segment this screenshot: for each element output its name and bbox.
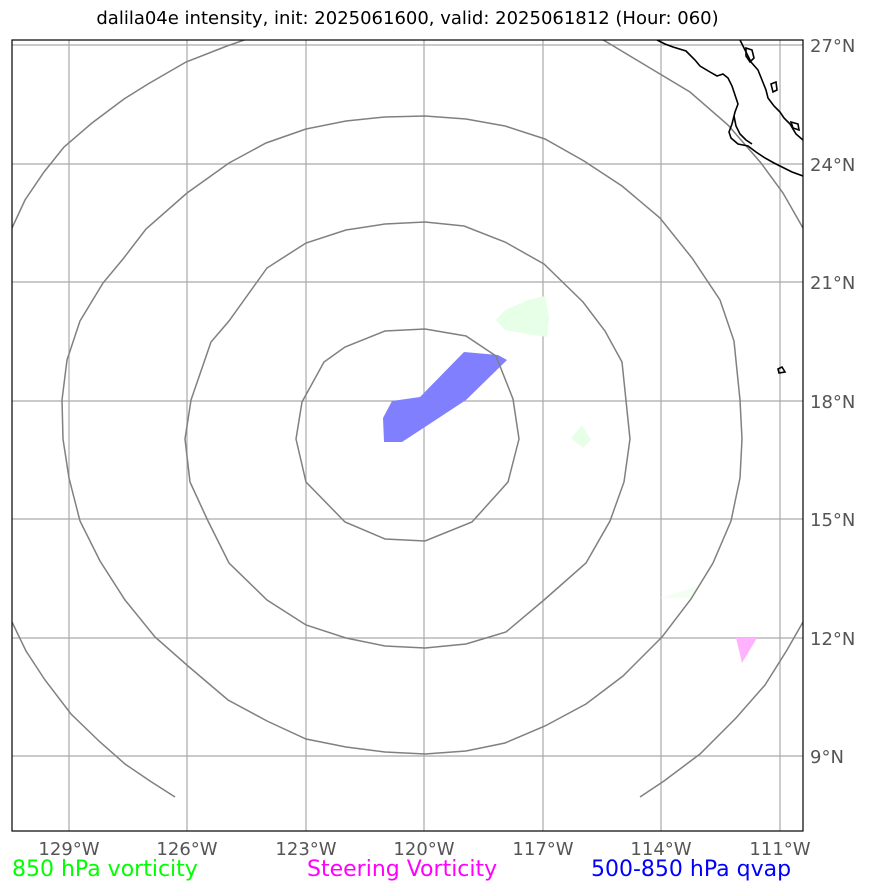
range-ring [61, 115, 743, 755]
lon-tick-label: 117°W [512, 839, 573, 860]
lat-tick-labels: 27°N 24°N 21°N 18°N 15°N 12°N 9°N [810, 36, 855, 768]
range-ring [295, 328, 520, 542]
island-small [789, 120, 801, 132]
plot-frame [11, 39, 804, 832]
legend-steering-vorticity: Steering Vorticity [307, 857, 498, 882]
vorticity-850-patch [660, 585, 700, 598]
lat-tick-label: 27°N [810, 36, 855, 57]
range-ring-outer [601, 40, 803, 229]
lat-tick-label: 15°N [810, 510, 855, 531]
lat-tick-label: 21°N [810, 273, 855, 294]
coastline [656, 40, 803, 374]
island-tiburon [745, 46, 755, 64]
vorticity-850-shading [496, 296, 700, 598]
vorticity-850-patch [496, 296, 549, 337]
map-title: dalila04e intensity, init: 2025061600, v… [96, 8, 719, 29]
coastline-baja [656, 40, 803, 177]
lat-tick-label: 9°N [810, 747, 844, 768]
legend-qvap: 500-850 hPa qvap [591, 857, 792, 882]
lon-tick-label: 114°W [630, 839, 691, 860]
steering-vorticity-shading [736, 638, 757, 663]
range-ring-outer [12, 40, 247, 229]
qvap-shading [383, 352, 507, 442]
range-ring-outer [639, 621, 803, 798]
legend-vorticity-850: 850 hPa vorticity [12, 857, 198, 882]
vorticity-850-patch [571, 425, 591, 448]
island-socorro [777, 365, 787, 374]
lon-tick-label: 111°W [749, 839, 810, 860]
range-ring-outer [12, 621, 176, 798]
lon-tick-label: 126°W [156, 839, 217, 860]
lat-tick-label: 18°N [810, 392, 855, 413]
range-rings [12, 40, 803, 798]
coastline-gulf [733, 115, 753, 145]
lon-tick-label: 129°W [38, 839, 99, 860]
graticule [12, 40, 803, 831]
lon-tick-labels: 129°W 126°W 123°W 120°W 117°W 114°W 111°… [38, 839, 810, 860]
island-angel [770, 80, 778, 94]
lat-tick-label: 12°N [810, 629, 855, 650]
lon-tick-label: 123°W [275, 839, 336, 860]
lat-tick-label: 24°N [810, 155, 855, 176]
coastline-mainland [739, 40, 803, 141]
lon-tick-label: 120°W [393, 839, 454, 860]
range-ring [184, 221, 631, 649]
